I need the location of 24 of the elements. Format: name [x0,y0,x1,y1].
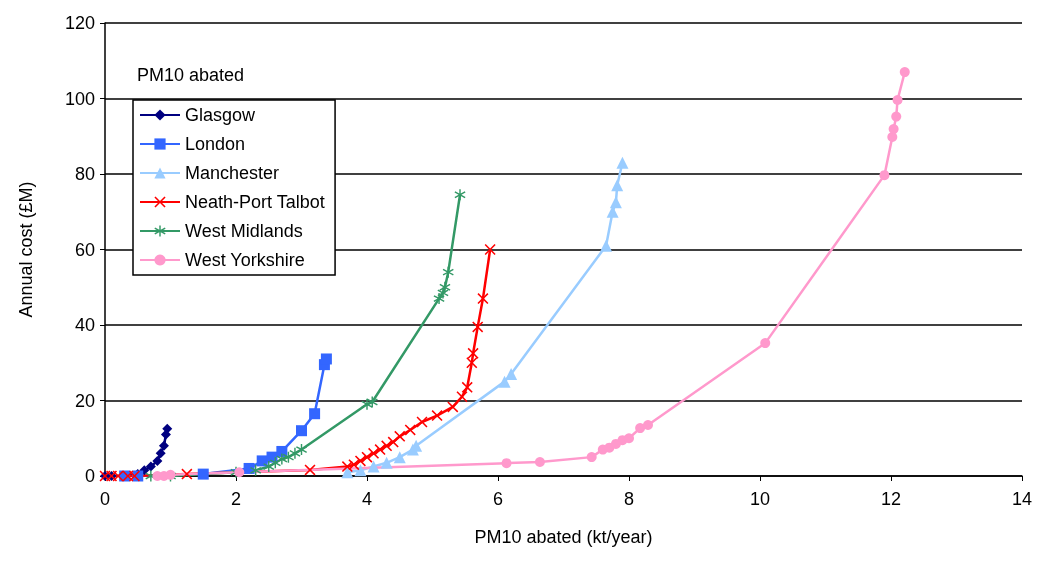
x-tick-label: 0 [99,489,111,509]
x-tick-label: 8 [623,489,635,509]
x-tick-label: 2 [230,489,242,509]
legend-label: Manchester [185,163,280,183]
y-tick-label: 60 [74,239,95,260]
legend-label: West Midlands [185,221,303,241]
x-tick-label: 4 [361,489,373,509]
y-tick-label: 100 [64,88,95,109]
x-tick-label: 10 [749,489,771,509]
y-tick-label: 20 [74,390,95,411]
y-tick-label: 0 [84,466,95,486]
legend-label: Neath-Port Talbot [185,192,325,212]
legend-title: PM10 abated [137,65,245,85]
y-tick-label: 80 [74,164,95,184]
y-tick-label: 120 [64,13,95,33]
x-tick-label: 14 [1011,489,1033,509]
legend-label: West Yorkshire [185,250,305,270]
y-tick-label: 40 [74,315,95,335]
legend-label: Glasgow [185,105,257,125]
x-tick-label: 6 [492,489,504,509]
legend-label: London [185,134,246,154]
x-tick-label: 12 [880,489,902,509]
y-axis-title: Annual cost (£M) [16,181,36,318]
x-axis-title: PM10 abated (kt/year) [474,527,653,547]
